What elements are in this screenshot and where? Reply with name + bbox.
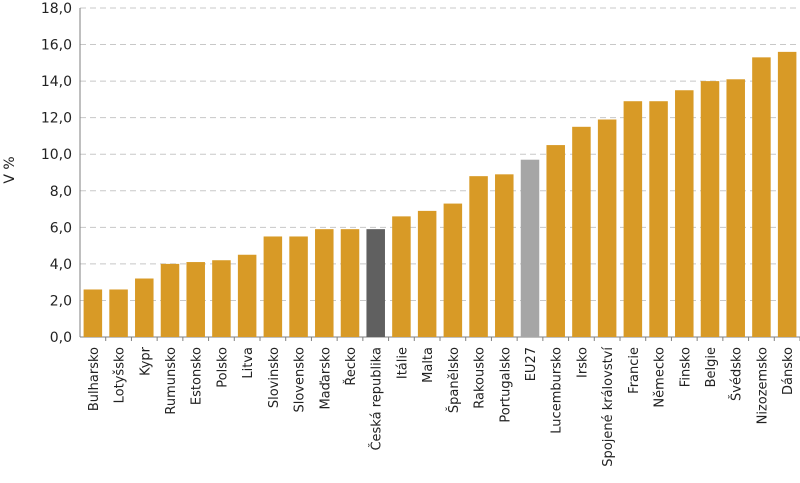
bar xyxy=(237,254,257,337)
bar xyxy=(160,263,180,337)
bar xyxy=(289,236,308,337)
bar xyxy=(777,51,797,337)
x-category-label: EU27 xyxy=(524,347,539,381)
bar xyxy=(546,145,565,337)
y-tick-label: 4,0 xyxy=(50,257,72,273)
bar xyxy=(366,229,385,337)
x-category-label: Dánsko xyxy=(781,347,796,395)
bar xyxy=(212,260,231,337)
x-category-label: Nizozemsko xyxy=(755,347,770,424)
x-category-label: Maďarsko xyxy=(318,347,333,410)
y-tick-label: 14,0 xyxy=(41,74,72,90)
x-category-label: Belgie xyxy=(704,347,719,387)
y-tick-labels: 0,0 2,0 4,0 6,0 8,0 10,0 12,0 14,0 16,0 18,0 xyxy=(41,1,72,346)
x-category-label: Malta xyxy=(421,347,436,383)
bar xyxy=(135,278,154,337)
x-category-label: Francie xyxy=(627,347,642,394)
bar xyxy=(495,174,514,337)
y-axis-title: V % xyxy=(2,156,18,183)
x-category-label: Rakousko xyxy=(473,347,488,409)
x-category-label: Slovensko xyxy=(293,347,308,413)
y-tick-label: 6,0 xyxy=(50,220,72,236)
x-category-labels: Bulharsko Lotyšsko Kypr Rumunsko Estonsko Pol… xyxy=(87,346,796,466)
bar xyxy=(340,229,360,337)
x-category-label: Bulharsko xyxy=(87,347,102,411)
x-category-label: Španělsko xyxy=(446,347,462,413)
x-category-label: Polsko xyxy=(215,347,230,388)
x-category-label: Lotyšsko xyxy=(113,347,128,403)
bar xyxy=(700,81,720,337)
x-category-label: Portugalsko xyxy=(498,347,513,423)
bar xyxy=(83,289,103,337)
y-tick-label: 16,0 xyxy=(41,38,72,54)
x-category-label: Spojené království xyxy=(601,347,616,467)
bar xyxy=(186,262,205,337)
bar xyxy=(392,216,411,337)
x-category-label: Slovinsko xyxy=(267,347,282,408)
y-tick-label: 2,0 xyxy=(50,293,72,309)
x-category-label: Švédsko xyxy=(729,347,745,401)
bar xyxy=(263,236,283,337)
bar xyxy=(623,101,643,337)
bar xyxy=(572,126,591,337)
x-category-label: Finsko xyxy=(678,347,693,387)
bar xyxy=(469,176,488,337)
y-tick-label: 10,0 xyxy=(41,147,72,163)
x-category-label: Kypr xyxy=(138,346,153,376)
x-category-label: Litva xyxy=(241,347,256,379)
y-tick-label: 18,0 xyxy=(41,1,72,17)
x-category-label: Estonsko xyxy=(190,347,205,405)
bars xyxy=(83,51,797,338)
x-category-label: Německo xyxy=(653,347,668,408)
bar xyxy=(752,57,771,337)
bar xyxy=(726,79,745,338)
bar xyxy=(649,101,668,337)
y-tick-label: 8,0 xyxy=(50,184,72,200)
bar xyxy=(417,210,437,337)
bar xyxy=(520,159,540,337)
bar xyxy=(315,229,334,337)
bar xyxy=(109,289,128,337)
bar xyxy=(675,90,694,337)
x-category-label: Česká republika xyxy=(369,347,385,451)
y-tick-label: 0,0 xyxy=(50,330,72,346)
y-tick-label: 12,0 xyxy=(41,111,72,127)
bar xyxy=(597,119,617,337)
x-category-label: Řecko xyxy=(343,347,359,386)
x-category-label: Irsko xyxy=(575,347,590,378)
x-category-label: Rumunsko xyxy=(164,347,179,415)
bar xyxy=(443,203,463,337)
x-category-label: Itálie xyxy=(395,347,410,379)
x-category-label: Lucembursko xyxy=(550,347,565,434)
